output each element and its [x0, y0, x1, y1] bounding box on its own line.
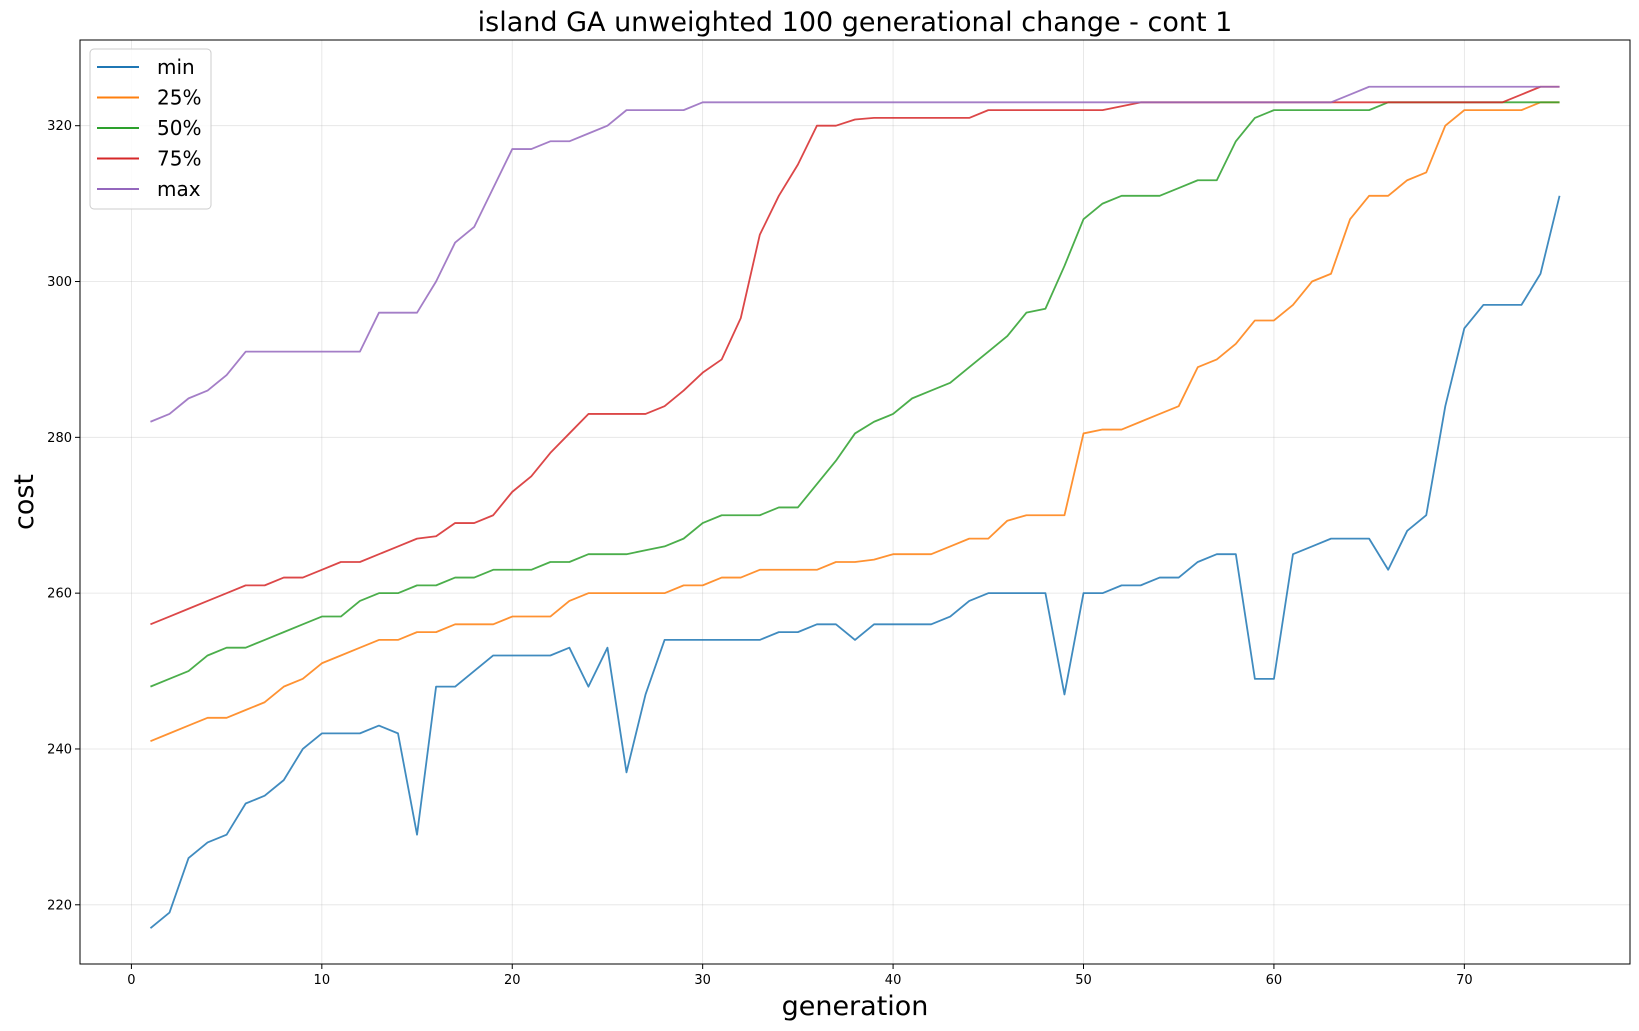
x-axis-label: generation — [782, 991, 929, 1022]
series-line-50pct — [150, 101, 1560, 688]
x-tick-label: 30 — [694, 973, 711, 988]
legend-label-max: max — [157, 177, 201, 201]
y-tick-label: 280 — [47, 431, 72, 446]
x-tick-label: 20 — [504, 973, 521, 988]
y-tick-label: 320 — [47, 119, 72, 134]
legend-label-75pct: 75% — [157, 147, 201, 171]
legend-label-25pct: 25% — [157, 86, 201, 110]
series-line-max — [150, 85, 1560, 423]
legend: min 25% 50% 75% max — [89, 48, 212, 210]
axes-frame — [79, 39, 1631, 965]
chart-title: island GA unweighted 100 generational ch… — [478, 7, 1233, 38]
axis-ticks: 0 10 20 30 40 50 60 70 220 240 260 280 300 320 — [47, 119, 1472, 988]
x-tick-label: 10 — [314, 973, 331, 988]
y-tick-label: 300 — [47, 275, 72, 290]
y-tick-label: 240 — [47, 742, 72, 757]
legend-label-50pct: 50% — [157, 116, 201, 140]
x-tick-label: 70 — [1456, 973, 1473, 988]
x-tick-label: 40 — [885, 973, 902, 988]
series-line-min — [149, 195, 1561, 929]
y-axis-label: cost — [9, 474, 40, 530]
y-tick-label: 260 — [47, 587, 72, 602]
legend-label-min: min — [157, 55, 195, 79]
x-tick-label: 60 — [1266, 973, 1283, 988]
series-lines — [149, 85, 1561, 929]
series-line-25pct — [150, 101, 1560, 743]
x-tick-label: 50 — [1075, 973, 1092, 988]
y-tick-label: 220 — [47, 898, 72, 913]
gridlines — [80, 40, 1630, 964]
x-tick-label: 0 — [127, 973, 135, 988]
legend-frame — [89, 48, 212, 210]
